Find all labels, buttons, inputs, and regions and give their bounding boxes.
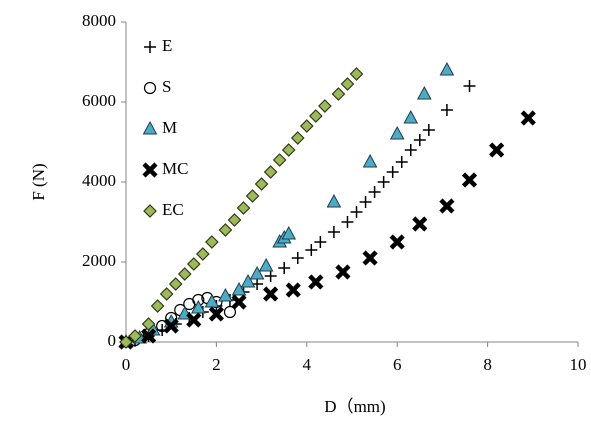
point bbox=[236, 201, 251, 215]
point bbox=[349, 67, 364, 81]
point bbox=[340, 77, 355, 91]
point bbox=[278, 262, 291, 274]
point bbox=[299, 119, 314, 133]
x-axis-label: D（mm) bbox=[324, 397, 385, 416]
point bbox=[362, 153, 378, 168]
point bbox=[359, 196, 372, 208]
point bbox=[258, 257, 274, 272]
y-tick-label: 0 bbox=[108, 331, 117, 350]
point bbox=[314, 236, 327, 248]
point bbox=[119, 335, 133, 349]
x-tick-label: 0 bbox=[122, 355, 131, 374]
y-tick-label: 4000 bbox=[82, 171, 116, 190]
legend-label: MC bbox=[162, 159, 188, 178]
y-tick-label: 6000 bbox=[82, 91, 116, 110]
point bbox=[403, 109, 419, 124]
y-tick-label: 2000 bbox=[82, 251, 116, 270]
point bbox=[291, 252, 304, 264]
point bbox=[186, 257, 201, 271]
point bbox=[461, 172, 478, 188]
legend-marker bbox=[144, 41, 156, 53]
point bbox=[395, 156, 408, 168]
legend-marker bbox=[142, 120, 158, 135]
point bbox=[290, 131, 305, 145]
point bbox=[389, 125, 405, 140]
point bbox=[141, 317, 156, 331]
point bbox=[227, 213, 242, 227]
point bbox=[305, 244, 318, 256]
x-tick-label: 4 bbox=[303, 355, 312, 374]
point bbox=[362, 250, 378, 266]
point bbox=[245, 189, 260, 203]
point bbox=[404, 144, 417, 156]
point bbox=[163, 318, 179, 334]
point bbox=[520, 110, 536, 126]
legend-label: S bbox=[162, 77, 171, 96]
point bbox=[263, 286, 279, 302]
point bbox=[223, 305, 237, 319]
point bbox=[368, 186, 381, 198]
point bbox=[440, 104, 453, 116]
point bbox=[350, 206, 363, 218]
point bbox=[186, 312, 202, 328]
legend-label: E bbox=[162, 36, 172, 55]
point bbox=[308, 274, 324, 290]
y-axis-label: F (N) bbox=[29, 163, 48, 200]
point bbox=[240, 273, 256, 288]
point bbox=[386, 166, 399, 178]
point bbox=[264, 270, 277, 282]
point bbox=[341, 216, 354, 228]
point bbox=[249, 265, 265, 280]
point bbox=[422, 124, 435, 136]
point bbox=[205, 235, 219, 249]
y-tick-label: 8000 bbox=[82, 11, 116, 30]
point bbox=[489, 142, 505, 158]
point bbox=[208, 306, 224, 322]
point bbox=[281, 143, 296, 157]
x-tick-label: 2 bbox=[212, 355, 221, 374]
point bbox=[150, 299, 165, 313]
point bbox=[272, 153, 287, 167]
legend-label: EC bbox=[162, 200, 184, 219]
point bbox=[218, 287, 233, 302]
point bbox=[326, 193, 342, 208]
point bbox=[285, 282, 301, 298]
x-tick-label: 10 bbox=[570, 355, 587, 374]
legend-label: M bbox=[162, 118, 177, 137]
point bbox=[413, 134, 426, 146]
legend-marker bbox=[143, 81, 157, 95]
legend-marker bbox=[143, 204, 157, 218]
point bbox=[377, 176, 390, 188]
point bbox=[281, 225, 297, 240]
point bbox=[389, 234, 405, 250]
point bbox=[335, 264, 351, 280]
point bbox=[331, 87, 346, 101]
point bbox=[128, 329, 142, 343]
point bbox=[254, 177, 269, 191]
point bbox=[416, 85, 432, 100]
point bbox=[263, 165, 278, 179]
point bbox=[141, 328, 157, 344]
point bbox=[231, 281, 247, 296]
point bbox=[412, 216, 428, 232]
point bbox=[177, 267, 192, 281]
point bbox=[308, 109, 323, 123]
legend-marker bbox=[142, 162, 158, 178]
x-tick-label: 6 bbox=[393, 355, 402, 374]
point bbox=[218, 223, 233, 237]
point bbox=[159, 287, 174, 301]
point bbox=[318, 99, 332, 113]
point bbox=[439, 61, 455, 76]
point bbox=[231, 294, 247, 310]
point bbox=[439, 198, 455, 214]
point bbox=[168, 277, 183, 291]
point bbox=[327, 226, 340, 238]
point bbox=[463, 80, 476, 92]
x-tick-label: 8 bbox=[483, 355, 492, 374]
point bbox=[195, 247, 210, 261]
